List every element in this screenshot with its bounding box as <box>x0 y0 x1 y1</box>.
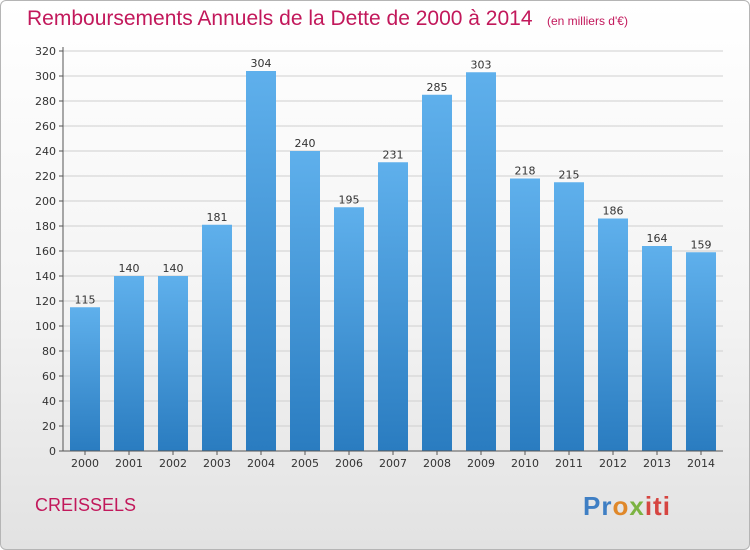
data-label: 164 <box>647 232 668 245</box>
y-tick-label: 140 <box>35 270 56 283</box>
y-tick-label: 220 <box>35 170 56 183</box>
x-tick-label: 2014 <box>687 457 715 470</box>
chart-subtitle: (en milliers d'€) <box>546 14 628 28</box>
y-tick-label: 80 <box>42 345 56 358</box>
data-label: 195 <box>339 193 360 206</box>
title-row: Remboursements Annuels de la Dette de 20… <box>27 7 628 31</box>
y-tick-label: 160 <box>35 245 56 258</box>
data-label: 240 <box>295 137 316 150</box>
bar <box>246 71 276 451</box>
x-tick-label: 2010 <box>511 457 539 470</box>
y-tick-label: 100 <box>35 320 56 333</box>
x-tick-label: 2004 <box>247 457 275 470</box>
logo-part-3: x <box>629 491 645 521</box>
y-tick-label: 320 <box>35 45 56 58</box>
bar <box>422 94 452 451</box>
x-tick-label: 2008 <box>423 457 451 470</box>
x-tick-label: 2007 <box>379 457 407 470</box>
x-tick-label: 2012 <box>599 457 627 470</box>
data-label: 303 <box>471 58 492 71</box>
bar <box>70 307 100 451</box>
logo-part-2: o <box>612 491 630 521</box>
data-label: 115 <box>75 293 96 306</box>
bar <box>598 218 628 451</box>
x-tick-label: 2005 <box>291 457 319 470</box>
x-tick-label: 2003 <box>203 457 231 470</box>
data-label: 186 <box>603 205 624 218</box>
data-label: 181 <box>207 211 228 224</box>
y-tick-label: 260 <box>35 120 56 133</box>
logo-part-1: Pr <box>583 491 613 521</box>
y-tick-label: 60 <box>42 370 56 383</box>
y-tick-label: 20 <box>42 420 56 433</box>
logo-part-4: iti <box>644 491 671 521</box>
bar <box>158 276 188 451</box>
bar <box>290 151 320 451</box>
x-tick-label: 2001 <box>115 457 143 470</box>
data-label: 218 <box>515 165 536 178</box>
data-label: 285 <box>427 81 448 94</box>
x-tick-label: 2013 <box>643 457 671 470</box>
y-tick-label: 40 <box>42 395 56 408</box>
bar <box>334 207 364 451</box>
bar <box>686 252 716 451</box>
x-tick-label: 2006 <box>335 457 363 470</box>
chart-title: Remboursements Annuels de la Dette de 20… <box>27 7 533 30</box>
y-tick-label: 200 <box>35 195 56 208</box>
data-label: 140 <box>163 262 184 275</box>
y-tick-label: 0 <box>49 445 56 458</box>
y-tick-label: 300 <box>35 70 56 83</box>
data-label: 140 <box>119 262 140 275</box>
y-tick-label: 120 <box>35 295 56 308</box>
bar <box>114 276 144 451</box>
data-label: 215 <box>559 168 580 181</box>
x-tick-label: 2011 <box>555 457 583 470</box>
commune-name: CREISSELS <box>35 495 137 515</box>
data-label: 159 <box>691 238 712 251</box>
bar <box>510 178 540 451</box>
bar <box>378 162 408 451</box>
bar <box>466 72 496 451</box>
bar <box>202 224 232 451</box>
x-tick-label: 2009 <box>467 457 495 470</box>
data-label: 304 <box>251 57 272 70</box>
data-label: 231 <box>383 148 404 161</box>
x-tick-label: 2000 <box>71 457 99 470</box>
y-tick-label: 280 <box>35 95 56 108</box>
bar <box>642 246 672 451</box>
x-tick-label: 2002 <box>159 457 187 470</box>
bar <box>554 182 584 451</box>
y-tick-label: 240 <box>35 145 56 158</box>
y-tick-label: 180 <box>35 220 56 233</box>
proxiti-logo: Proxiti <box>583 491 671 522</box>
